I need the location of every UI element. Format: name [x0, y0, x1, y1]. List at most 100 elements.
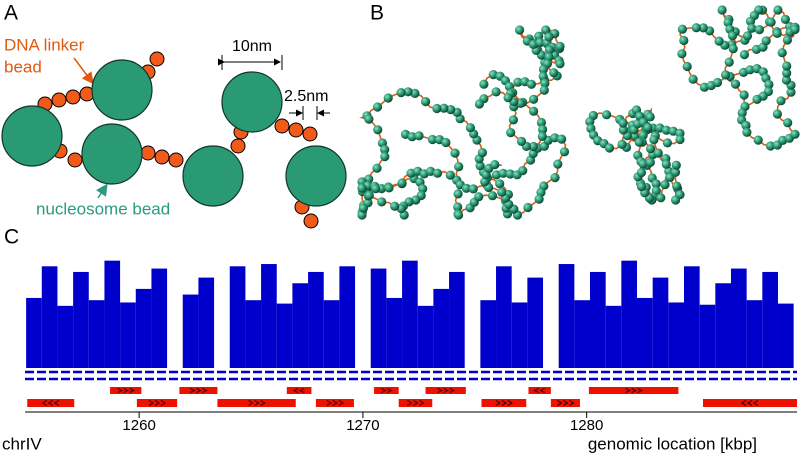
- nucleosome-sphere: [540, 78, 550, 88]
- nucleosome-sphere: [380, 145, 390, 155]
- nucleosome-sphere: [454, 162, 464, 172]
- bead-chain: [1, 51, 347, 229]
- nucleosome-sphere: [714, 36, 724, 46]
- nucleosome-sphere: [454, 210, 464, 220]
- nucleosome-sphere: [439, 103, 449, 113]
- nucleosome-sphere: [495, 179, 505, 189]
- signal-bar: [104, 260, 121, 368]
- nucleosome-sphere: [432, 103, 442, 114]
- nucleosome-sphere: [479, 79, 489, 89]
- signal-bar: [652, 277, 669, 368]
- nucleosome-sphere: [739, 50, 750, 60]
- nucleosome-sphere: [363, 198, 373, 208]
- panel-a: A DNA linker bead 10nm 2.5nm nucleosome …: [1, 2, 347, 229]
- chromosome-label: chrIV: [2, 434, 42, 453]
- signal-bar: [292, 283, 309, 368]
- nucleosome-sphere: [790, 24, 800, 35]
- panel-c: C chrIV genomic location [kbp] 1260 1270 1…: [2, 226, 797, 453]
- nucleosome-sphere: [538, 64, 549, 74]
- nucleosome-sphere: [781, 75, 792, 85]
- signal-bar: [41, 266, 58, 368]
- signal-bar: [511, 302, 528, 368]
- nucleosome-sphere: [651, 179, 661, 189]
- strand-arrow: [387, 387, 393, 394]
- x-tick-label: 1270: [346, 417, 379, 434]
- nucleosome-sphere: [636, 168, 647, 178]
- nucleosome-sphere: [550, 173, 560, 183]
- signal-bar: [762, 271, 778, 368]
- nucleosome-sphere: [508, 115, 518, 125]
- nucleosome-sphere: [753, 135, 763, 145]
- gene: [217, 399, 296, 407]
- nucleosome-sphere: [372, 102, 383, 112]
- nucleosome-sphere: [724, 57, 734, 67]
- nucleosome-sphere: [737, 108, 747, 118]
- gene: [550, 399, 580, 407]
- size-label: 2.5nm: [284, 88, 328, 105]
- strand-arrow: [539, 387, 545, 394]
- nucleosome-sphere: [537, 131, 547, 141]
- nucleosome-sphere: [776, 96, 786, 106]
- panel-label: B: [370, 2, 384, 25]
- nucleosome-sphere: [777, 48, 787, 58]
- nucleosome-sphere: [761, 36, 771, 46]
- strand-arrow: [123, 387, 130, 394]
- strand-arrow: [437, 387, 444, 394]
- signal-bar: [245, 300, 262, 368]
- nucleosome-sphere: [490, 160, 500, 170]
- signal-bar: [746, 300, 763, 368]
- nucleosome-sphere: [491, 87, 501, 97]
- signal-bar: [574, 300, 591, 368]
- nucleosome-sphere: [782, 35, 793, 45]
- nucleosome-sphere: [618, 125, 629, 135]
- nucleosome-sphere: [518, 166, 528, 176]
- nucleosome-sphere: [783, 118, 793, 128]
- nucleosome-sphere: [515, 25, 525, 35]
- gene: [315, 399, 354, 407]
- gene: [703, 399, 797, 407]
- signal-bar: [699, 304, 716, 368]
- nucleosome-sphere: [662, 138, 673, 148]
- nucleosome-sphere: [712, 77, 723, 88]
- nucleosome-sphere: [477, 148, 487, 158]
- nucleosome-sphere: [505, 169, 515, 179]
- strand-arrow: [254, 399, 260, 407]
- nucleosome-sphere: [453, 202, 463, 212]
- gene: [398, 399, 433, 407]
- nucleosome-sphere: [544, 32, 554, 42]
- nucleosome-sphere: [772, 109, 783, 119]
- nucleosome-sphere: [421, 97, 431, 107]
- nucleosome-sphere: [468, 184, 478, 194]
- nucleosome-sphere: [636, 182, 647, 192]
- nucleosome-sphere: [618, 118, 628, 128]
- nucleosome-sphere: [529, 94, 539, 104]
- nucleosome-sphere: [741, 120, 751, 130]
- nucleosome-sphere: [742, 31, 753, 41]
- nucleosome-sphere: [661, 159, 671, 169]
- gene: [425, 387, 466, 394]
- signal-bar: [715, 283, 731, 368]
- strand-arrow: [129, 387, 136, 394]
- nucleosome-sphere: [672, 181, 682, 191]
- signal-bar: [308, 271, 324, 368]
- strand-arrow: [148, 399, 155, 407]
- strand-arrow: [501, 399, 507, 407]
- strand-arrow: [631, 387, 637, 394]
- strand-arrow: [260, 399, 266, 407]
- nucleosome-sphere: [528, 141, 539, 152]
- nucleosome-sphere: [555, 59, 565, 69]
- signal-bar: [229, 266, 246, 368]
- nucleosome-sphere: [739, 90, 749, 100]
- panel-b: B: [357, 2, 800, 220]
- nucleosome-sphere: [585, 117, 595, 127]
- signal-bar: [276, 303, 293, 368]
- strand-arrow: [196, 387, 202, 394]
- nucleosome-sphere: [559, 147, 570, 157]
- signal-bar: [402, 260, 418, 368]
- signal-bar: [151, 268, 168, 368]
- nucleosome-sphere: [671, 195, 681, 205]
- strand-arrow: [557, 399, 563, 407]
- x-axis-label: genomic location [kbp]: [588, 434, 757, 453]
- signal-bar: [417, 305, 434, 368]
- signal-bar: [386, 297, 403, 368]
